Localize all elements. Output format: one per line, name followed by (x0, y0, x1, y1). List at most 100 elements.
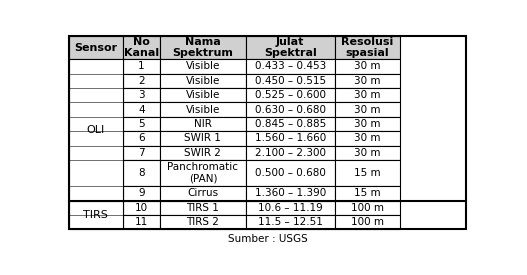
Bar (69, 200, 123, 229)
Text: Julat
Spektral: Julat Spektral (264, 37, 317, 58)
Text: 15 m: 15 m (354, 168, 381, 178)
Text: 2.100 – 2.300: 2.100 – 2.300 (255, 148, 326, 158)
Text: Visible: Visible (186, 61, 220, 72)
Text: Cirrus: Cirrus (187, 188, 219, 198)
Text: 0.433 – 0.453: 0.433 – 0.453 (255, 61, 326, 72)
Text: Panchromatic
(PAN): Panchromatic (PAN) (168, 162, 238, 184)
Text: 6: 6 (138, 133, 145, 144)
Text: OLI: OLI (86, 125, 105, 135)
Text: TIRS 2: TIRS 2 (187, 217, 219, 227)
Bar (160, 74, 246, 88)
Text: TIRS 1: TIRS 1 (187, 203, 219, 213)
Bar (160, 102, 246, 117)
Bar (160, 88, 246, 102)
Bar (246, 200, 335, 215)
Text: 30 m: 30 m (354, 76, 381, 86)
Bar (123, 59, 160, 74)
Bar (335, 102, 401, 117)
Text: 0.845 – 0.885: 0.845 – 0.885 (255, 119, 326, 129)
Bar (335, 146, 401, 160)
Bar (246, 74, 335, 88)
Text: 100 m: 100 m (351, 203, 384, 213)
Bar (160, 131, 246, 146)
Bar (123, 102, 160, 117)
Text: 9: 9 (138, 188, 145, 198)
Text: 0.450 – 0.515: 0.450 – 0.515 (255, 76, 326, 86)
Bar (160, 186, 246, 200)
Bar (335, 186, 401, 200)
Bar (246, 131, 335, 146)
Bar (69, 36, 123, 59)
Bar (123, 74, 160, 88)
Text: Sumber : USGS: Sumber : USGS (228, 234, 307, 244)
Bar (160, 160, 246, 186)
Bar (246, 117, 335, 131)
Bar (123, 186, 160, 200)
Bar (160, 215, 246, 229)
Text: NIR: NIR (194, 119, 212, 129)
Text: 100 m: 100 m (351, 217, 384, 227)
Text: 5: 5 (138, 119, 145, 129)
Bar (246, 102, 335, 117)
Bar (335, 88, 401, 102)
Bar (335, 36, 401, 59)
Bar (246, 160, 335, 186)
Text: 0.500 – 0.680: 0.500 – 0.680 (255, 168, 326, 178)
Bar (335, 117, 401, 131)
Bar (123, 117, 160, 131)
Text: 30 m: 30 m (354, 148, 381, 158)
Text: No
Kanal: No Kanal (124, 37, 159, 58)
Text: Sensor: Sensor (74, 43, 118, 53)
Text: 11.5 – 12.51: 11.5 – 12.51 (258, 217, 323, 227)
Bar (335, 131, 401, 146)
Bar (160, 200, 246, 215)
Text: SWIR 2: SWIR 2 (184, 148, 221, 158)
Text: Visible: Visible (186, 90, 220, 100)
Bar (69, 59, 123, 200)
Bar (123, 200, 160, 215)
Bar (123, 88, 160, 102)
Bar (123, 160, 160, 186)
Bar (246, 36, 335, 59)
Text: Resolusi
spasial: Resolusi spasial (341, 37, 394, 58)
Bar (160, 36, 246, 59)
Text: 30 m: 30 m (354, 105, 381, 115)
Text: 30 m: 30 m (354, 133, 381, 144)
Bar (246, 88, 335, 102)
Text: 7: 7 (138, 148, 145, 158)
Text: Nama
Spektrum: Nama Spektrum (172, 37, 233, 58)
Bar (246, 59, 335, 74)
Text: 1.360 – 1.390: 1.360 – 1.390 (255, 188, 326, 198)
Text: SWIR 1: SWIR 1 (184, 133, 221, 144)
Text: 8: 8 (138, 168, 145, 178)
Text: 4: 4 (138, 105, 145, 115)
Bar (123, 36, 160, 59)
Text: 10: 10 (135, 203, 148, 213)
Text: TIRS: TIRS (83, 210, 108, 220)
Text: 0.525 – 0.600: 0.525 – 0.600 (255, 90, 326, 100)
Bar (246, 186, 335, 200)
Text: 1: 1 (138, 61, 145, 72)
Bar (123, 131, 160, 146)
Bar (160, 146, 246, 160)
Text: 11: 11 (135, 217, 148, 227)
Bar (335, 215, 401, 229)
Text: 0.630 – 0.680: 0.630 – 0.680 (255, 105, 326, 115)
Bar (160, 59, 246, 74)
Bar (246, 215, 335, 229)
Text: 2: 2 (138, 76, 145, 86)
Bar (160, 117, 246, 131)
Text: 10.6 – 11.19: 10.6 – 11.19 (258, 203, 323, 213)
Bar (335, 59, 401, 74)
Bar (123, 215, 160, 229)
Text: 30 m: 30 m (354, 90, 381, 100)
Text: Visible: Visible (186, 76, 220, 86)
Text: 1.560 – 1.660: 1.560 – 1.660 (255, 133, 326, 144)
Text: 30 m: 30 m (354, 61, 381, 72)
Bar (123, 146, 160, 160)
Text: 15 m: 15 m (354, 188, 381, 198)
Text: Visible: Visible (186, 105, 220, 115)
Bar (335, 160, 401, 186)
Bar (335, 74, 401, 88)
Bar (335, 200, 401, 215)
